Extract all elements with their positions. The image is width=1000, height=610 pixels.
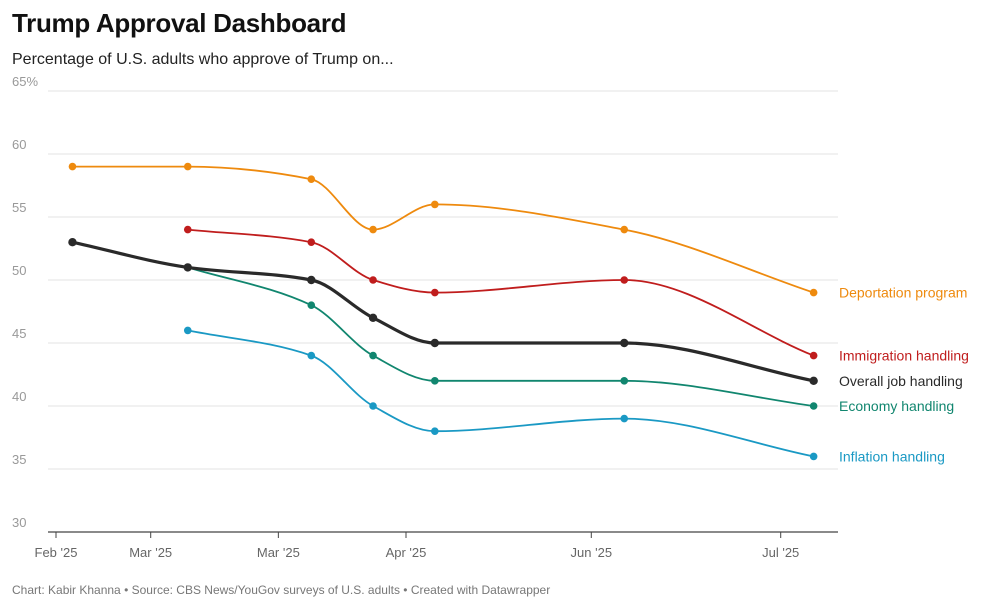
x-tick-label-3: Apr '25 — [386, 545, 427, 560]
series-label-deportation-program: Deportation program — [839, 285, 967, 301]
data-point-overall-job-handling-2 — [307, 275, 316, 285]
data-point-deportation-program-2 — [307, 175, 316, 183]
y-tick-label-50: 50 — [12, 263, 26, 278]
data-point-overall-job-handling-5 — [620, 338, 629, 348]
data-point-deportation-program-0 — [68, 162, 77, 171]
series-label-overall-job-handling: Overall job handling — [839, 373, 963, 389]
data-point-economy-handling-2 — [307, 301, 316, 310]
y-tick-label-65: 65% — [12, 74, 38, 89]
x-tick-label-2: Mar '25 — [257, 545, 300, 560]
data-point-immigration-handling-4 — [431, 288, 439, 297]
x-tick-label-1: Mar '25 — [129, 545, 172, 560]
series-label-immigration-handling: Immigration handling — [839, 348, 969, 364]
chart-subtitle: Percentage of U.S. adults who approve of… — [12, 51, 394, 68]
data-point-immigration-handling-3 — [369, 276, 377, 284]
series-label-economy-handling: Economy handling — [839, 398, 954, 414]
series-label-inflation-handling: Inflation handling — [839, 448, 945, 464]
data-point-deportation-program-1 — [183, 162, 192, 171]
y-tick-label-35: 35 — [12, 452, 26, 467]
chart-footer: Chart: Kabir Khanna • Source: CBS News/Y… — [12, 583, 551, 597]
data-point-economy-handling-3 — [369, 351, 377, 360]
data-point-immigration-handling-2 — [307, 238, 316, 246]
chart-title: Trump Approval Dashboard — [12, 8, 347, 38]
series-lines — [68, 162, 818, 461]
data-point-economy-handling-6 — [809, 402, 818, 410]
data-point-overall-job-handling-0 — [68, 238, 77, 247]
data-point-overall-job-handling-1 — [183, 263, 192, 272]
y-tick-label-55: 55 — [12, 200, 26, 215]
x-axis: Feb '25 Mar '25 Mar '25 Apr '25 Jun '25 Jul '… — [35, 532, 799, 560]
data-point-inflation-handling-4 — [431, 427, 439, 436]
series-line-overall-job-handling — [70, 240, 816, 383]
grid-lines: 30 35 40 45 50 55 60 65% — [12, 74, 838, 533]
data-point-overall-job-handling-6 — [809, 376, 818, 385]
x-tick-label-4: Jun '25 — [571, 545, 613, 560]
data-point-inflation-handling-2 — [307, 351, 316, 360]
data-point-inflation-handling-6 — [809, 452, 818, 461]
data-point-deportation-program-5 — [620, 225, 629, 234]
data-point-inflation-handling-5 — [620, 414, 629, 423]
data-point-immigration-handling-6 — [809, 351, 818, 360]
data-point-overall-job-handling-3 — [368, 313, 378, 322]
y-tick-label-45: 45 — [12, 326, 26, 341]
data-point-overall-job-handling-4 — [430, 338, 440, 348]
x-tick-label-5: Jul '25 — [762, 545, 799, 560]
series-labels: Deportation program Immigration handling E… — [839, 285, 969, 465]
y-tick-label-30: 30 — [12, 515, 26, 530]
series-line-deportation-program — [71, 165, 815, 294]
y-tick-label-60: 60 — [12, 137, 26, 152]
data-point-deportation-program-3 — [369, 225, 377, 234]
x-tick-label-0: Feb '25 — [35, 545, 78, 560]
y-tick-label-40: 40 — [12, 389, 26, 404]
data-point-economy-handling-5 — [620, 377, 629, 385]
data-point-immigration-handling-5 — [620, 276, 629, 284]
series-line-economy-handling — [186, 266, 815, 407]
data-point-inflation-handling-1 — [183, 326, 192, 335]
data-point-inflation-handling-3 — [369, 402, 377, 410]
data-point-deportation-program-4 — [431, 200, 439, 209]
series-line-inflation-handling — [186, 329, 815, 458]
data-point-economy-handling-4 — [431, 377, 439, 385]
data-point-deportation-program-6 — [809, 288, 818, 297]
data-point-immigration-handling-1 — [183, 225, 192, 234]
